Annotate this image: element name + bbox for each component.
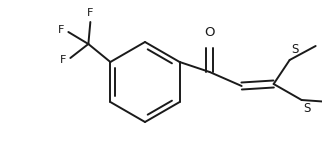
Text: O: O — [204, 26, 215, 39]
Text: F: F — [58, 25, 64, 35]
Text: F: F — [87, 8, 94, 18]
Text: S: S — [304, 102, 311, 115]
Text: S: S — [292, 43, 299, 56]
Text: F: F — [60, 55, 66, 65]
